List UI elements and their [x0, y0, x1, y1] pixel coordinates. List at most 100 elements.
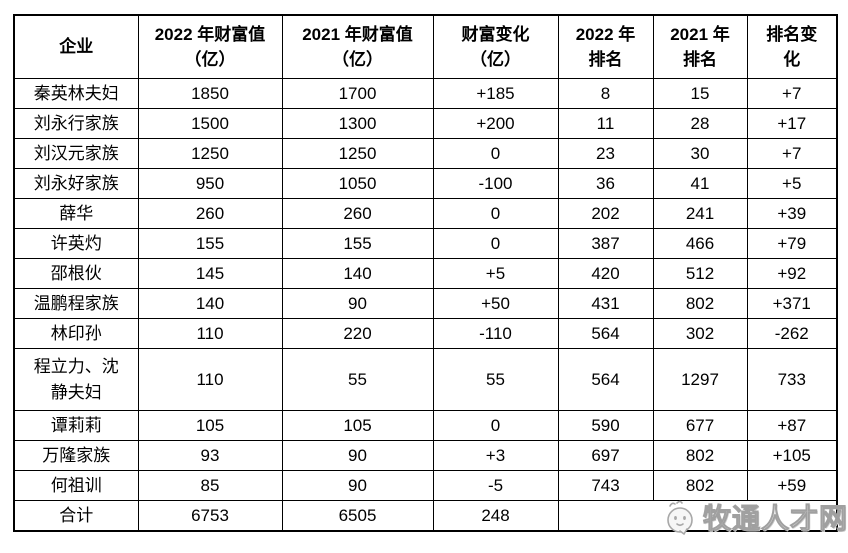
header-wealth-2022: 2022 年财富值 （亿）: [137, 14, 283, 79]
enterprise-cell: 秦英林夫妇: [13, 78, 139, 109]
wealth-2022-cell: 85: [137, 470, 283, 501]
wealth-change-cell: +185: [432, 78, 559, 109]
wealth-2022-cell: 6753: [137, 500, 283, 531]
enterprise-cell: 刘永行家族: [13, 108, 139, 139]
enterprise-cell: 刘汉元家族: [13, 138, 139, 169]
rank-2021-cell: 802: [652, 440, 748, 471]
rank-change-cell: +87: [746, 410, 838, 441]
wealth-2022-cell: 140: [137, 288, 283, 319]
header-wealth-2021: 2021 年财富值 （亿）: [281, 14, 434, 79]
table-row: 温鹏程家族 140 90 +50 431 802 +371: [13, 288, 838, 319]
wealth-change-cell: +200: [432, 108, 559, 139]
wealth-2022-cell: 260: [137, 198, 283, 229]
table-row: 许英灼 155 155 0 387 466 +79: [13, 228, 838, 259]
wealth-2021-cell: 6505: [281, 500, 434, 531]
table-row: 程立力、沈 静夫妇 110 55 55 564 1297 733: [13, 348, 838, 411]
rank-2021-cell: 677: [652, 410, 748, 441]
wealth-change-cell: 248: [432, 500, 559, 531]
header-rank-2022: 2022 年 排名: [557, 14, 654, 79]
rank-2022-cell: 564: [557, 318, 654, 349]
enterprise-cell: 万隆家族: [13, 440, 139, 471]
table-row: 刘汉元家族 1250 1250 0 23 30 +7: [13, 138, 838, 169]
wealth-change-cell: -110: [432, 318, 559, 349]
rank-2021-cell: 466: [652, 228, 748, 259]
table-row: 何祖训 85 90 -5 743 802 +59: [13, 470, 838, 501]
wealth-change-cell: 0: [432, 198, 559, 229]
wealth-change-cell: 0: [432, 410, 559, 441]
rank-2021-cell: 512: [652, 258, 748, 289]
wealth-change-cell: 0: [432, 228, 559, 259]
rank-2021-cell: 802: [652, 288, 748, 319]
table-row: 刘永好家族 950 1050 -100 36 41 +5: [13, 168, 838, 199]
merged-empty-cell: [557, 500, 838, 531]
rank-change-cell: +92: [746, 258, 838, 289]
enterprise-cell: 温鹏程家族: [13, 288, 139, 319]
table-row: 邵根伙 145 140 +5 420 512 +92: [13, 258, 838, 289]
wealth-2022-cell: 1250: [137, 138, 283, 169]
rank-change-cell: +371: [746, 288, 838, 319]
rank-2022-cell: 590: [557, 410, 654, 441]
wealth-2022-cell: 105: [137, 410, 283, 441]
rank-2022-cell: 564: [557, 348, 654, 411]
wealth-2021-cell: 220: [281, 318, 434, 349]
wealth-2022-cell: 950: [137, 168, 283, 199]
wealth-2021-cell: 90: [281, 288, 434, 319]
table-body: 秦英林夫妇 1850 1700 +185 8 15 +7 刘永行家族 1500 1300 +200 1…: [13, 78, 838, 531]
table-row: 林印孙 110 220 -110 564 302 -262: [13, 318, 838, 349]
enterprise-cell: 谭莉莉: [13, 410, 139, 441]
wealth-change-cell: +3: [432, 440, 559, 471]
rank-change-cell: +7: [746, 138, 838, 169]
wealth-2022-cell: 110: [137, 348, 283, 411]
rank-2022-cell: 697: [557, 440, 654, 471]
rank-2021-cell: 1297: [652, 348, 748, 411]
enterprise-cell: 刘永好家族: [13, 168, 139, 199]
rank-2021-cell: 302: [652, 318, 748, 349]
wealth-2021-cell: 90: [281, 470, 434, 501]
enterprise-cell: 何祖训: [13, 470, 139, 501]
rank-2022-cell: 11: [557, 108, 654, 139]
rank-2022-cell: 431: [557, 288, 654, 319]
rank-change-cell: -262: [746, 318, 838, 349]
rank-change-cell: 733: [746, 348, 838, 411]
wealth-2021-cell: 155: [281, 228, 434, 259]
wealth-2021-cell: 1700: [281, 78, 434, 109]
wealth-ranking-table: 企业 2022 年财富值 （亿） 2021 年财富值 （亿） 财富变化 （亿） …: [13, 14, 838, 532]
rank-2021-cell: 802: [652, 470, 748, 501]
wealth-2021-cell: 55: [281, 348, 434, 411]
rank-change-cell: +39: [746, 198, 838, 229]
wealth-2022-cell: 145: [137, 258, 283, 289]
rank-2021-cell: 28: [652, 108, 748, 139]
wealth-2022-cell: 93: [137, 440, 283, 471]
table-row: 刘永行家族 1500 1300 +200 11 28 +17: [13, 108, 838, 139]
wealth-2021-cell: 1050: [281, 168, 434, 199]
enterprise-cell: 邵根伙: [13, 258, 139, 289]
rank-change-cell: +5: [746, 168, 838, 199]
wealth-2022-cell: 110: [137, 318, 283, 349]
rank-2022-cell: 8: [557, 78, 654, 109]
enterprise-cell: 林印孙: [13, 318, 139, 349]
rank-2022-cell: 387: [557, 228, 654, 259]
wealth-2022-cell: 155: [137, 228, 283, 259]
rank-2022-cell: 23: [557, 138, 654, 169]
rank-change-cell: +105: [746, 440, 838, 471]
header-rank-change: 排名变 化: [746, 14, 838, 79]
enterprise-cell: 程立力、沈 静夫妇: [13, 348, 139, 411]
rank-change-cell: +79: [746, 228, 838, 259]
rank-2022-cell: 202: [557, 198, 654, 229]
enterprise-cell: 合计: [13, 500, 139, 531]
header-rank-2021: 2021 年 排名: [652, 14, 748, 79]
rank-change-cell: +59: [746, 470, 838, 501]
rank-2022-cell: 420: [557, 258, 654, 289]
wealth-2021-cell: 140: [281, 258, 434, 289]
rank-2021-cell: 41: [652, 168, 748, 199]
rank-2022-cell: 36: [557, 168, 654, 199]
wealth-2021-cell: 1250: [281, 138, 434, 169]
wealth-ranking-table-container: 企业 2022 年财富值 （亿） 2021 年财富值 （亿） 财富变化 （亿） …: [13, 14, 838, 532]
wealth-change-cell: 0: [432, 138, 559, 169]
wealth-2021-cell: 90: [281, 440, 434, 471]
rank-change-cell: +17: [746, 108, 838, 139]
rank-2022-cell: 743: [557, 470, 654, 501]
rank-change-cell: +7: [746, 78, 838, 109]
wealth-2022-cell: 1850: [137, 78, 283, 109]
wealth-2021-cell: 1300: [281, 108, 434, 139]
